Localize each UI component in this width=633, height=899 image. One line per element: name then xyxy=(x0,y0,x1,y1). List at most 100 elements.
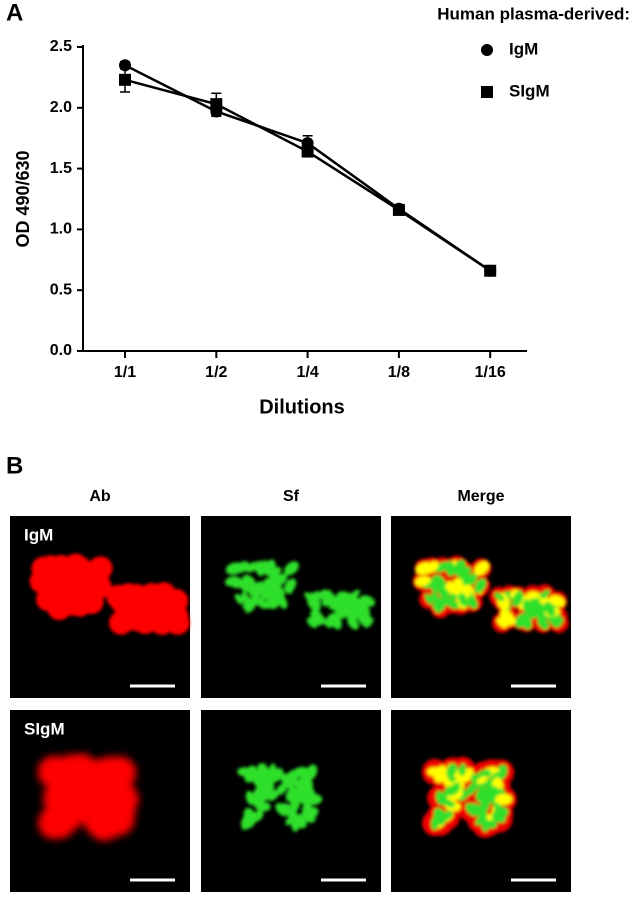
stain xyxy=(103,797,136,830)
bacterium xyxy=(354,601,366,617)
bacterium xyxy=(300,771,312,782)
data-point xyxy=(210,98,223,111)
bacterium xyxy=(237,767,253,777)
micrograph xyxy=(201,710,381,892)
micrograph xyxy=(10,516,190,698)
x-tick-label: 1/1 xyxy=(114,364,136,381)
bacteria xyxy=(224,559,376,630)
bacterium xyxy=(242,574,257,589)
stain xyxy=(38,555,63,580)
bacterium xyxy=(272,572,279,586)
y-tick-label: 2.5 xyxy=(50,38,72,55)
bacterium xyxy=(255,560,266,577)
y-tick-label: 2.0 xyxy=(50,99,72,116)
bacterium xyxy=(289,795,301,812)
micrograph xyxy=(391,710,571,892)
y-tick-label: 1.5 xyxy=(50,160,72,177)
bacterium xyxy=(359,595,376,607)
bacterium xyxy=(427,767,443,777)
bacterium xyxy=(284,578,297,594)
legend-label: IgM xyxy=(509,39,538,58)
bacterium xyxy=(310,609,324,626)
bacterium xyxy=(481,817,490,832)
bacterium xyxy=(305,793,323,805)
y-tick-label: 1.0 xyxy=(50,221,72,238)
y-tick-label: 0.5 xyxy=(50,281,72,298)
bacterium xyxy=(544,601,556,617)
bacterium xyxy=(443,799,455,808)
x-axis-label: Dilutions xyxy=(259,396,345,418)
bacterium xyxy=(291,817,300,832)
bacterium xyxy=(256,763,267,779)
column-header: Ab xyxy=(89,488,111,505)
red-stain xyxy=(37,753,139,841)
bacterium xyxy=(496,617,508,629)
bacterium xyxy=(445,598,459,610)
bacterium xyxy=(336,591,350,599)
stain xyxy=(47,596,72,621)
bacterium xyxy=(255,598,269,610)
data-point xyxy=(119,73,131,86)
red-stain xyxy=(29,553,190,635)
bacterium xyxy=(448,583,467,596)
stain xyxy=(156,597,181,622)
bacterium xyxy=(511,591,524,607)
bacterium xyxy=(521,614,532,630)
bacterium xyxy=(350,589,360,599)
bacterium xyxy=(284,561,299,576)
stain xyxy=(56,774,89,807)
row-label: IgM xyxy=(24,525,53,544)
bacterium xyxy=(253,799,265,808)
bacterium xyxy=(472,803,483,817)
bacterium xyxy=(268,592,278,607)
bacterium xyxy=(234,593,244,605)
bacterium xyxy=(479,795,491,812)
bacterium xyxy=(467,595,478,609)
bacteria xyxy=(421,756,517,838)
bacterium xyxy=(500,609,514,626)
bacterium xyxy=(474,578,487,594)
bacterium xyxy=(321,591,334,607)
data-point xyxy=(301,145,314,158)
x-tick-label: 1/8 xyxy=(388,364,410,381)
x-tick-label: 1/2 xyxy=(205,364,227,381)
stain xyxy=(85,764,118,797)
data-point xyxy=(392,203,405,216)
bacterium xyxy=(522,599,531,613)
bacterium xyxy=(462,572,469,586)
bacterium xyxy=(549,595,566,607)
bacterium xyxy=(490,771,502,782)
bacterium xyxy=(224,576,241,587)
bacterium xyxy=(435,603,446,613)
column-header: Sf xyxy=(283,488,300,505)
bacterium xyxy=(459,763,467,777)
bacterium xyxy=(432,574,447,589)
bacterium xyxy=(282,803,293,817)
bacterium xyxy=(275,782,288,796)
bacterium xyxy=(332,599,341,613)
bacterium xyxy=(301,806,319,821)
bacterium xyxy=(491,806,509,821)
bacterium xyxy=(263,559,276,577)
panel-label: B xyxy=(6,452,23,479)
bacterium xyxy=(446,763,457,779)
legend-title: Human plasma-derived: xyxy=(437,4,630,23)
bacterium xyxy=(440,810,453,822)
legend-marker xyxy=(481,44,493,56)
bacterium xyxy=(331,614,342,630)
bacterium xyxy=(453,559,466,577)
bacterium xyxy=(445,560,456,577)
bacterium xyxy=(247,586,261,600)
bacterium xyxy=(235,561,249,574)
bacterium xyxy=(494,592,505,602)
bacterium xyxy=(304,592,315,602)
bacterium xyxy=(347,616,360,630)
column-header: Merge xyxy=(457,488,504,505)
bacterium xyxy=(425,561,439,574)
bacteria xyxy=(237,763,323,832)
bacterium xyxy=(495,793,513,805)
micrograph xyxy=(391,516,571,698)
bacterium xyxy=(258,583,277,596)
bacterium xyxy=(306,617,318,629)
